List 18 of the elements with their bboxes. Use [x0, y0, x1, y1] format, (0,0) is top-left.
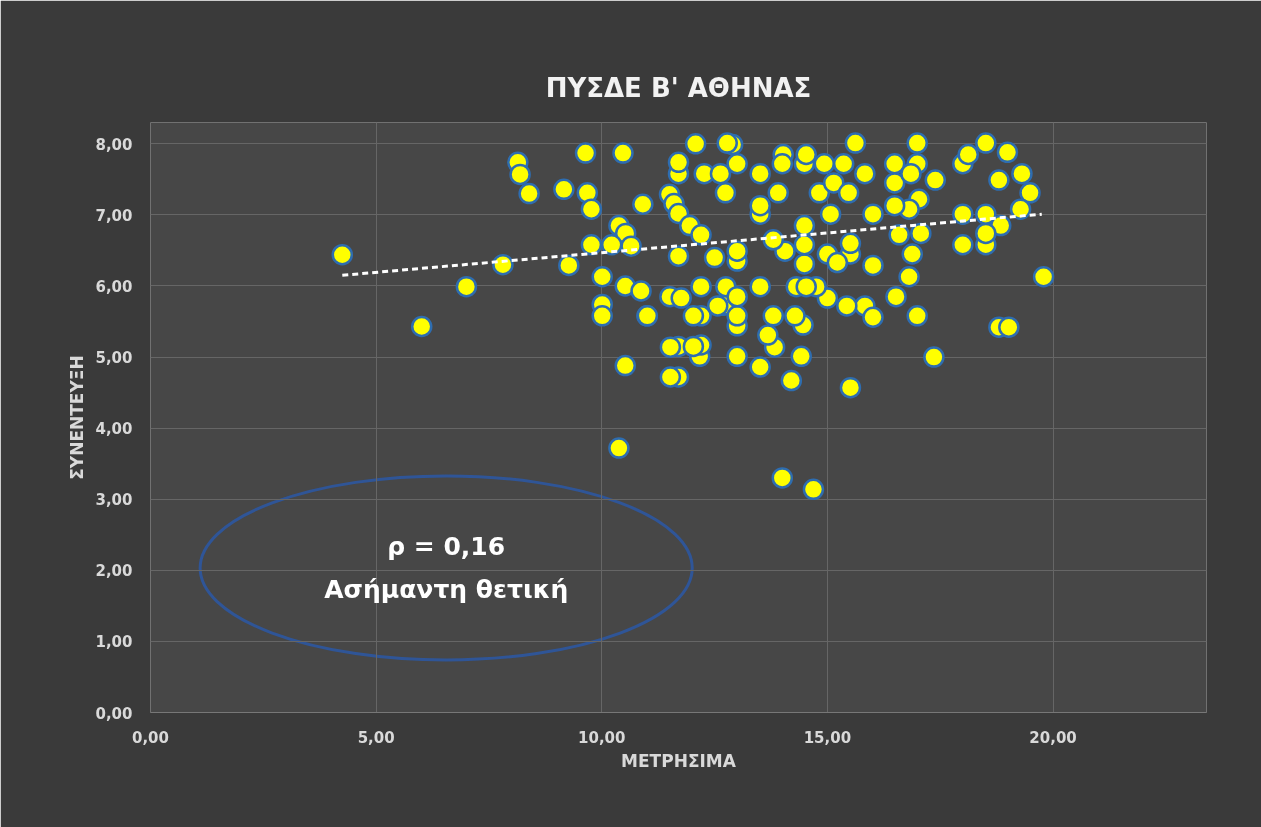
y-axis-title: ΣΥΝΕΝΤΕΥΞΗ [67, 355, 88, 480]
chart-title: ΠΥΣΔΕ Β' ΑΘΗΝΑΣ [545, 72, 812, 103]
y-tick-label: 6,00 [95, 277, 133, 296]
y-tick-label: 1,00 [95, 633, 133, 652]
y-tick-label: 7,00 [95, 206, 133, 225]
y-tick-label: 4,00 [95, 420, 133, 439]
x-tick-label: 10,00 [578, 728, 626, 747]
y-tick-label: 8,00 [95, 135, 133, 154]
x-tick-label: 20,00 [1029, 728, 1077, 747]
y-tick-label: 2,00 [95, 562, 133, 581]
y-tick-label: 5,00 [95, 349, 133, 368]
x-axis-title: ΜΕΤΡΗΣΙΜΑ [621, 750, 737, 771]
x-tick-label: 15,00 [803, 728, 852, 747]
y-tick-label: 3,00 [95, 491, 133, 510]
x-tick-label: 5,00 [357, 728, 395, 747]
x-tick-label: 0,00 [132, 728, 170, 747]
y-tick-label: 0,00 [95, 704, 133, 723]
annotation: ρ = 0,16 Ασήμαντη θετική [324, 531, 569, 605]
